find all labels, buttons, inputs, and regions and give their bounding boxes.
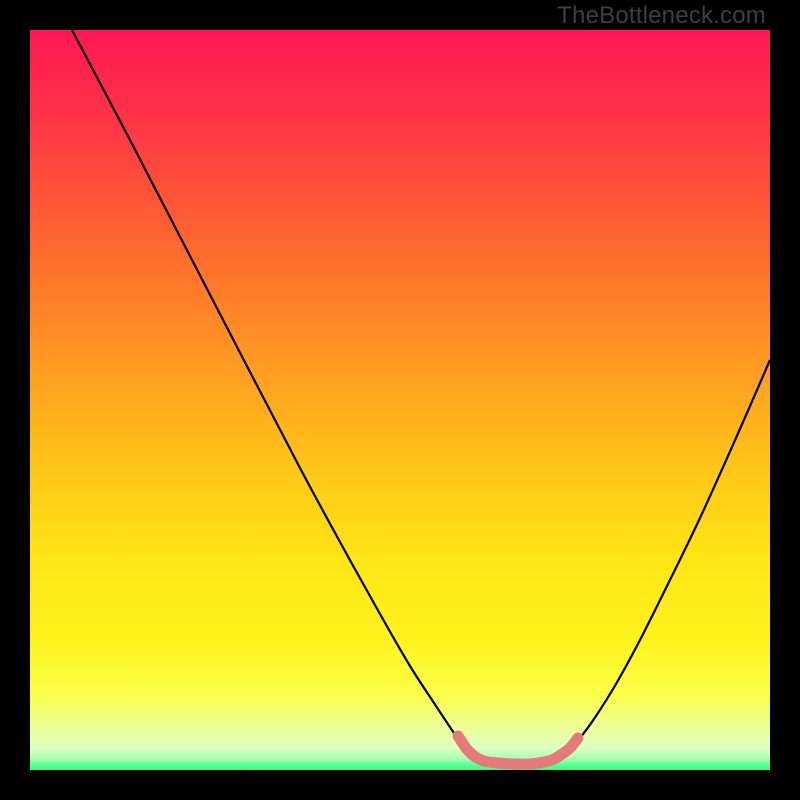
chart-stage: TheBottleneck.com [0,0,800,800]
highlight-band [458,736,578,764]
bottleneck-curve [72,30,770,764]
watermark-text: TheBottleneck.com [557,2,766,30]
curve-layer [0,0,800,800]
